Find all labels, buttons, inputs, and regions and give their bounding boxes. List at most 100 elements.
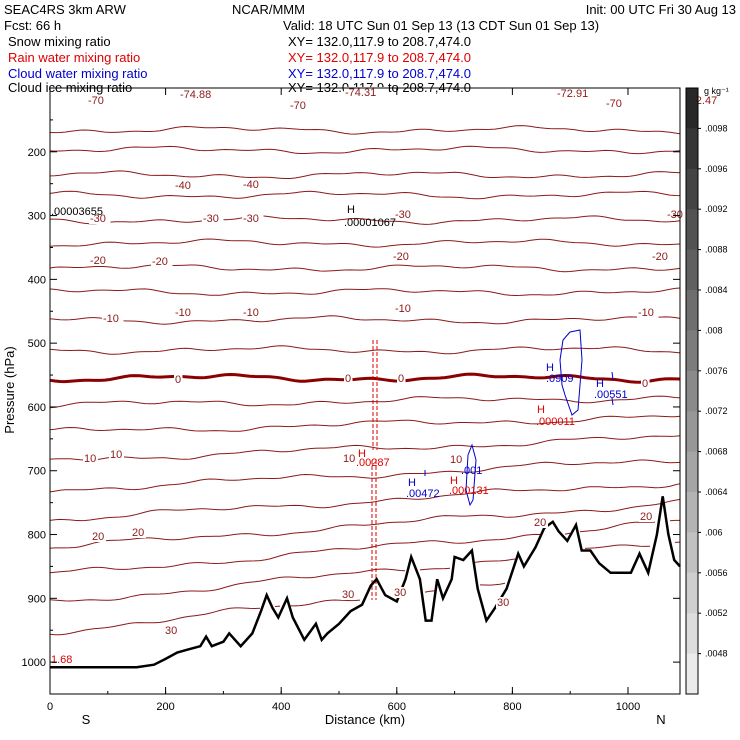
contour-label-bg [242, 179, 264, 190]
isotherm-line [49, 345, 681, 355]
colorbar-label: .0098 [705, 123, 728, 133]
model-title: SEAC4RS 3km ARW [4, 2, 126, 17]
extremum-label: H [546, 362, 554, 374]
isotherm-line [49, 264, 681, 273]
extremum-label: H [358, 448, 366, 460]
colorbar-segment [686, 249, 698, 291]
contour-label-bg [87, 95, 109, 106]
contour-label-bg [242, 213, 264, 224]
contour-label-bg [344, 373, 353, 384]
x-tick-label: 0 [47, 701, 53, 713]
contour-labels: -74.88 -74.31 -72.91-72.47-70 -70 -70-40 -40-… [83, 87, 726, 637]
contour-label: -70 [290, 100, 306, 112]
contour-label-bg [533, 517, 548, 528]
colorbar-label: .0048 [705, 649, 728, 659]
isotherm-line [50, 215, 681, 225]
contour-label-bg [174, 374, 183, 385]
isotherm-line [49, 459, 681, 493]
field-label-cloud-water: Cloud water mixing ratio [8, 66, 148, 81]
contour-label: -72.91 [557, 88, 588, 100]
colorbar-segment [686, 88, 698, 129]
colorbar-segment [686, 411, 698, 453]
colorbar-segment [686, 451, 698, 493]
colorbar-label: .0072 [705, 406, 728, 416]
zero-isotherm [49, 372, 681, 384]
contour-label-bg [666, 209, 688, 220]
extremum-label: .0909 [546, 373, 574, 385]
extremum-label: H [537, 404, 545, 416]
y-tick-label: 1000 [22, 657, 46, 669]
contour-label: 10 [343, 453, 355, 465]
contour-label-bg [131, 527, 146, 538]
field-xy-snow: XY= 132.0,117.9 to 208.7,474.0 [288, 34, 471, 49]
colorbar-label: .0092 [705, 204, 728, 214]
contour-label: 0 [345, 373, 351, 385]
contour-label: 20 [132, 527, 144, 539]
cloud-water-contour [465, 443, 477, 507]
colorbar-label: .0064 [705, 487, 728, 497]
y-tick-label: 600 [28, 402, 46, 414]
contour-label-bg [89, 255, 111, 266]
init-time: Init: 00 UTC Fri 30 Aug 13 [585, 2, 736, 17]
field-label-snow: Snow mixing ratio [8, 34, 111, 49]
contour-label-bg [289, 100, 311, 111]
colorbar-segment [686, 128, 698, 170]
x-tick-label: 200 [156, 701, 174, 713]
plot-frame [49, 87, 681, 695]
contour-label-bg [605, 98, 627, 109]
contour-label: -70 [88, 95, 104, 107]
contour-label: -10 [638, 307, 654, 319]
contour-label-bg [651, 251, 673, 262]
field-xy-cloud-water: XY= 132.0,117.9 to 208.7,474.0 [288, 66, 471, 81]
contour-label-bg [102, 313, 124, 324]
extremum-label: .00472 [406, 488, 440, 500]
south-label: S [82, 712, 91, 727]
colorbar-label: .006 [705, 527, 723, 537]
isotherm-line [49, 125, 681, 135]
contour-label: 30 [165, 625, 177, 637]
contour-label: 30 [497, 597, 509, 609]
contour-label: -30 [90, 213, 106, 225]
contour-label: -20 [652, 251, 668, 263]
cloud-water-contour [424, 371, 614, 476]
contour-label-bg [202, 213, 224, 224]
isotherm-line [49, 190, 681, 200]
isotherm-line [49, 315, 681, 325]
contour-label-bg [179, 89, 220, 100]
contour-label-bg [394, 209, 416, 220]
contour-label-bg [151, 256, 173, 267]
cloud-water-contour [559, 329, 583, 416]
contour-label-bg [164, 625, 179, 636]
field-xy-rain: XY= 132.0,117.9 to 208.7,474.0 [288, 50, 471, 65]
y-tick-label: 200 [28, 147, 46, 159]
temperature-contours [49, 125, 681, 635]
isotherm-line [49, 238, 681, 248]
field-label-rain: Rain water mixing ratio [8, 50, 141, 65]
colorbar: .0098 .0096 .0092 .0088 .0084 .008 .0076 .0072.… [685, 87, 728, 695]
contour-label: 10 [84, 453, 96, 465]
contour-label-bg [109, 449, 124, 460]
y-tick-label: 300 [28, 211, 46, 223]
isotherm-line [49, 415, 681, 432]
contour-label-bg [344, 87, 385, 98]
extremum-label: .000131 [449, 485, 489, 497]
north-label: N [656, 712, 665, 727]
contour-label: -10 [103, 313, 119, 325]
x-tick-label: 800 [503, 701, 521, 713]
contour-label: 10 [110, 449, 122, 461]
colorbar-segment [686, 613, 698, 655]
extremum-label: H [408, 477, 416, 489]
colorbar-label: .0096 [705, 164, 728, 174]
extremum-label: .00551 [594, 389, 628, 401]
contour-label-bg [556, 88, 597, 99]
colorbar-segment [686, 492, 698, 533]
contour-label: -40 [175, 180, 191, 192]
contour-label-bg [392, 251, 414, 262]
contour-label-bg [685, 95, 726, 106]
y-tick-label: 900 [28, 593, 46, 605]
extremum-label: .00001067 [344, 217, 396, 229]
isotherm-line [49, 145, 681, 155]
colorbar-label: .0088 [705, 245, 728, 255]
terrain-line [50, 496, 681, 669]
colorbar-frame [685, 87, 699, 695]
